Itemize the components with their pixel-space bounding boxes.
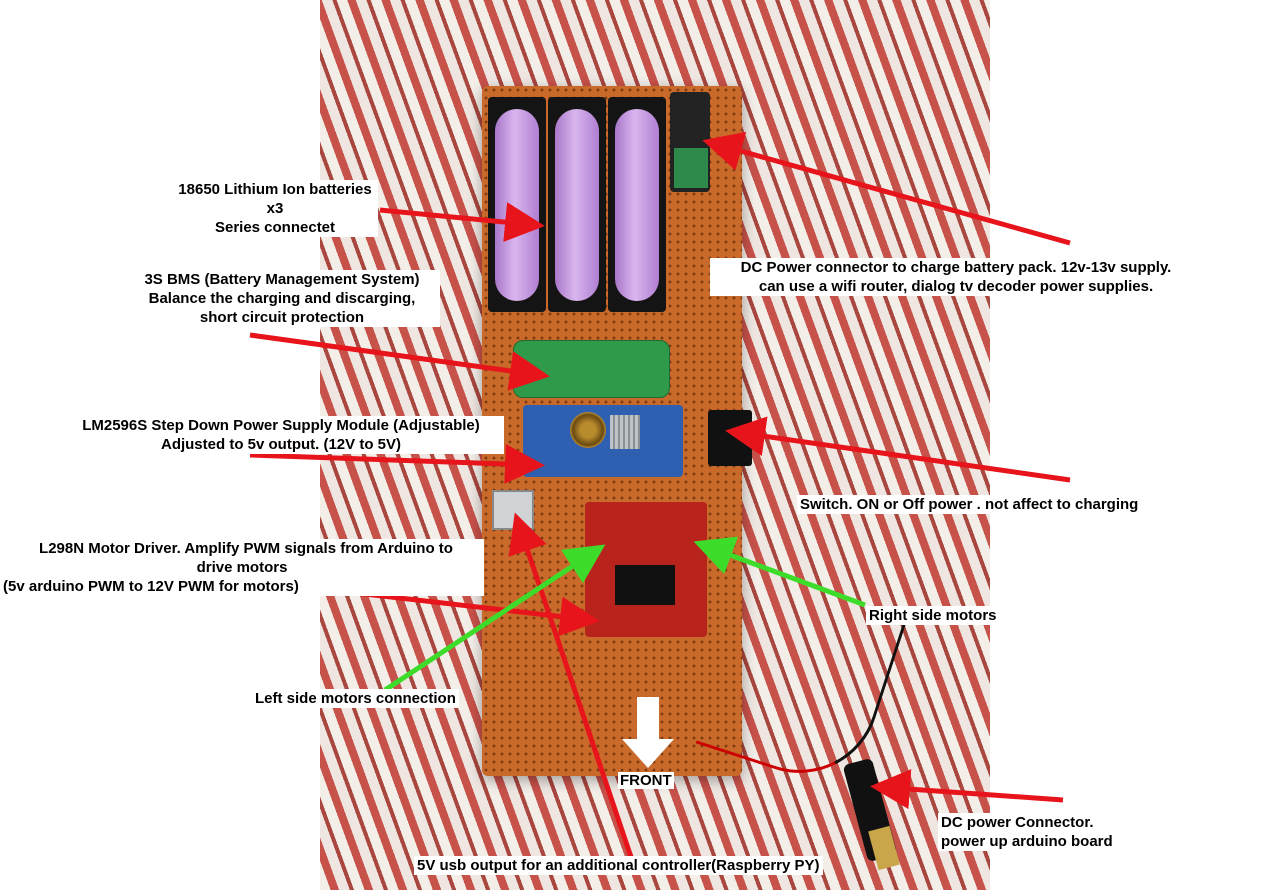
battery-holder-2: [548, 97, 606, 312]
dc-charge-label: DC Power connector to charge battery pac…: [710, 258, 1202, 296]
dc-charge-label-line2: can use a wifi router, dialog tv decoder…: [758, 278, 1154, 295]
lm2596-label: LM2596S Step Down Power Supply Module (A…: [58, 416, 504, 454]
arrow-right-motors: [693, 536, 866, 608]
lm2596-label-line1: LM2596S Step Down Power Supply Module (A…: [82, 417, 480, 434]
batteries-label-line2: Series connectet: [214, 219, 336, 236]
dc-charge-terminal: [674, 148, 708, 188]
battery-cell-2: [555, 109, 599, 301]
dc-arduino-label: DC power Connector. power up arduino boa…: [938, 813, 1116, 851]
bms-label-line3: short circuit protection: [199, 309, 365, 326]
arrow-bms: [249, 332, 550, 391]
arrow-left-motors: [383, 544, 606, 693]
arrow-lm2596: [249, 443, 545, 484]
switch-label: Switch. ON or Off power . not affect to …: [797, 495, 1142, 514]
l298n-label-line1: L298N Motor Driver. Amplify PWM signals …: [39, 540, 453, 557]
front-label: FRONT: [618, 772, 674, 789]
l298n-heatsink: [615, 565, 675, 605]
lm2596-module: [523, 405, 683, 477]
arrow-dc-arduino: [870, 769, 1064, 810]
batteries-label: 18650 Lithium Ion batteries x3 Series co…: [172, 180, 378, 237]
right-motors-label: Right side motors: [866, 606, 1000, 625]
arrow-switch: [725, 416, 1071, 483]
inductor-coil: [570, 412, 606, 448]
l298n-label-line2: drive motors: [196, 559, 288, 576]
bms-label: 3S BMS (Battery Management System) Balan…: [124, 270, 440, 327]
front-arrow: [622, 697, 674, 768]
left-motors-label: Left side motors connection: [252, 689, 459, 708]
batteries-label-line1: 18650 Lithium Ion batteries x3: [178, 181, 372, 217]
bms-label-line2: Balance the charging and discarging,: [148, 290, 416, 307]
arrow-dc-charge: [702, 131, 1071, 246]
dc-charge-label-line1: DC Power connector to charge battery pac…: [740, 259, 1172, 276]
usb-output-label: 5V usb output for an additional controll…: [414, 856, 823, 875]
heatsink: [610, 415, 640, 449]
l298n-label: L298N Motor Driver. Amplify PWM signals …: [0, 539, 484, 596]
l298n-label-line3: (5v arduino PWM to 12V PWM for motors): [3, 578, 299, 595]
dc-arduino-label-line2: power up arduino board: [941, 833, 1113, 850]
battery-cell-3: [615, 109, 659, 301]
dc-arduino-label-line1: DC power Connector.: [941, 814, 1094, 831]
arrow-usb: [508, 512, 635, 861]
arrow-batteries: [379, 202, 545, 243]
lm2596-label-line2: Adjusted to 5v output. (12V to 5V): [160, 436, 401, 453]
bms-label-line1: 3S BMS (Battery Management System): [144, 271, 420, 288]
battery-holder-3: [608, 97, 666, 312]
